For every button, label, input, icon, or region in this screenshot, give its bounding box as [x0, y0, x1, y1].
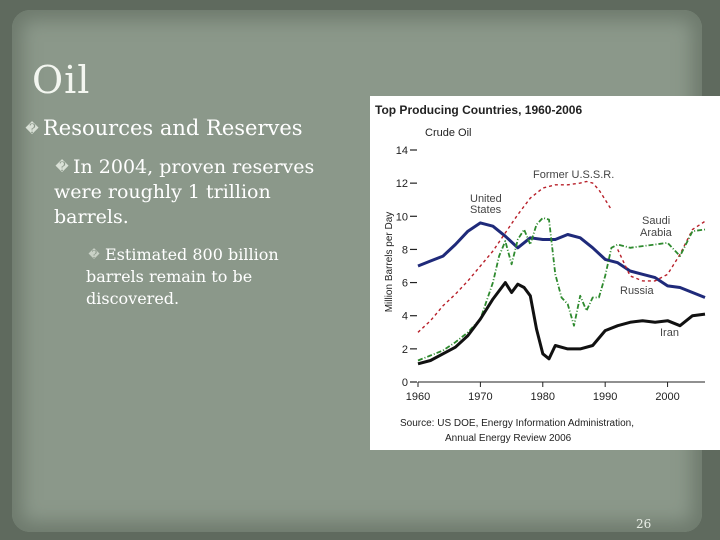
series-line-united-states [417, 221, 706, 299]
y-tick-label: 8 [402, 244, 408, 256]
y-tick-label: 14 [396, 145, 408, 157]
series-label: Russia [620, 285, 655, 297]
y-tick-label: 12 [396, 178, 408, 190]
series-line-iran [417, 281, 706, 366]
x-tick-label: 1980 [531, 391, 555, 403]
x-tick-label: 1970 [468, 391, 492, 403]
series-label: Saudi [642, 215, 670, 227]
x-tick-label: 1960 [406, 391, 430, 403]
y-tick-label: 2 [402, 344, 408, 356]
bullet-text: In 2004, proven reserves were roughly 1 … [54, 156, 315, 228]
chart-source-line-2: Annual Energy Review 2006 [445, 433, 572, 444]
bullet-level-2: � In 2004, proven reserves were roughly 1… [54, 155, 344, 230]
bullet-level-1: � Resources and Reserves [24, 116, 303, 140]
series-label: Former U.S.S.R. [533, 169, 614, 181]
bullet-marker-icon: � [25, 122, 39, 137]
slide-title: Oil [32, 58, 91, 102]
y-axis-label: Million Barrels per Day [384, 212, 395, 313]
bullet-text: Resources and Reserves [43, 116, 303, 140]
series-label: States [470, 204, 502, 216]
series-line-russia [617, 220, 706, 282]
oil-production-chart: Top Producing Countries, 1960-2006 Crude… [375, 103, 706, 444]
slide-number: 26 [636, 517, 652, 531]
chart-image: Top Producing Countries, 1960-2006 Crude… [370, 96, 720, 450]
chart-series [417, 180, 706, 366]
bullet-marker-icon: � [55, 160, 69, 175]
bullet-level-3: � Estimated 800 billion barrels remain to… [86, 244, 316, 310]
chart-subtitle: Crude Oil [425, 127, 471, 139]
series-label: Arabia [640, 227, 673, 239]
x-tick-label: 2000 [655, 391, 679, 403]
x-tick-label: 1990 [593, 391, 617, 403]
series-label: United [470, 193, 502, 205]
series-label: Iran [660, 327, 679, 339]
series-line-saudi-arabia [417, 217, 706, 362]
chart-title: Top Producing Countries, 1960-2006 [375, 103, 582, 117]
y-tick-label: 0 [402, 377, 408, 389]
bullet-marker-icon: � [88, 248, 100, 261]
y-tick-label: 6 [402, 278, 408, 290]
series-line-former-u-s-s-r [417, 180, 612, 333]
y-tick-label: 10 [396, 211, 408, 223]
y-tick-label: 4 [402, 311, 408, 323]
chart-source-line-1: Source: US DOE, Energy Information Admin… [400, 418, 634, 429]
bullet-text: Estimated 800 billion barrels remain to … [86, 245, 279, 308]
chart-axes: 0 2 4 6 8 10 12 14 1960 1970 1980 1990 2000 [396, 145, 705, 403]
